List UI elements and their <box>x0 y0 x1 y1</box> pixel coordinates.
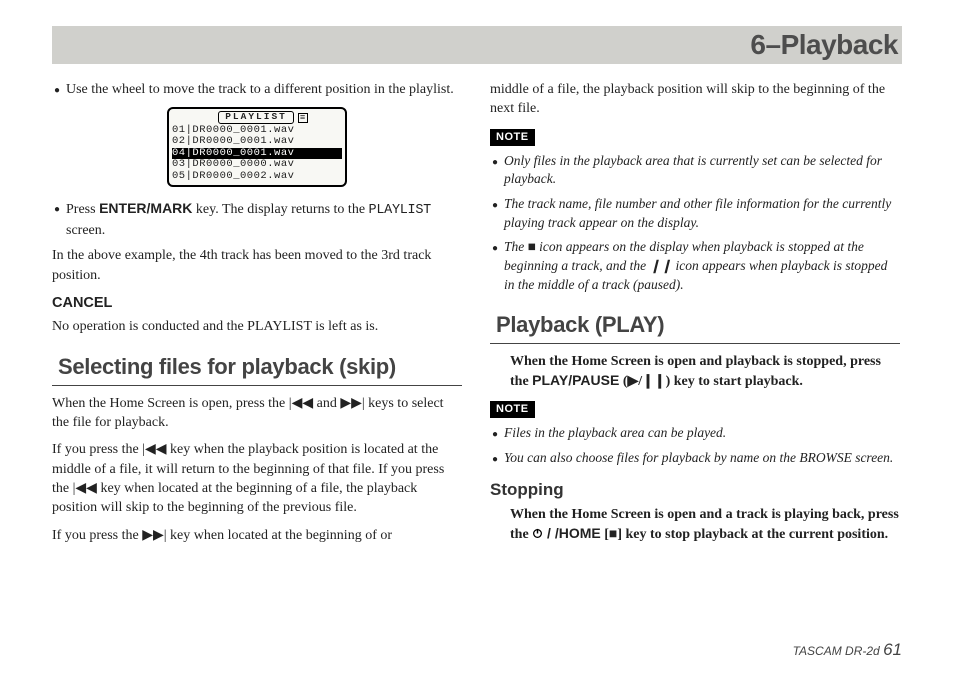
key-label: PLAY/PAUSE <box>532 372 619 388</box>
battery-icon: ≡ <box>298 113 308 123</box>
bullet-text: Press ENTER/MARK key. The display return… <box>66 199 462 240</box>
stop-icon: ■ <box>528 239 536 254</box>
note-item: ● You can also choose files for playback… <box>490 449 900 468</box>
note-item: ● Files in the playback area can be play… <box>490 424 900 443</box>
pause-icon: ❙❙ <box>649 258 672 273</box>
paragraph: No operation is conducted and the PLAYLI… <box>52 317 462 336</box>
intro-paragraph: When the Home Screen is open and a track… <box>490 505 900 545</box>
note-item: ● The ■ icon appears on the display when… <box>490 238 900 294</box>
paragraph: If you press the |◀◀ key when the playba… <box>52 440 462 517</box>
paragraph: If you press the ▶▶| key when located at… <box>52 526 462 545</box>
cancel-heading: CANCEL <box>52 293 462 313</box>
product-name: TASCAM DR-2d <box>793 644 880 658</box>
lcd-screenshot: PLAYLIST ≡ 01|DR0000_0001.wav02|DR0000_0… <box>52 107 462 187</box>
bullet-dot-icon: ● <box>52 80 66 99</box>
intro-paragraph: When the Home Screen is open and playbac… <box>490 352 900 392</box>
page-number: 61 <box>883 640 902 659</box>
page-footer: TASCAM DR-2d 61 <box>793 640 902 660</box>
page: 6–Playback ● Use the wheel to move the t… <box>0 0 954 553</box>
paragraph: In the above example, the 4th track has … <box>52 246 462 285</box>
key-label: /HOME <box>555 525 601 541</box>
lcd-row: 05|DR0000_0002.wav <box>172 171 342 183</box>
power-icon <box>532 528 543 539</box>
note-item: ● The track name, file number and other … <box>490 195 900 232</box>
lcd-title-row: PLAYLIST ≡ <box>172 111 342 123</box>
paragraph: middle of a file, the playback position … <box>490 80 900 119</box>
note-item: ● Only files in the playback area that i… <box>490 152 900 189</box>
lcd-screen: PLAYLIST ≡ 01|DR0000_0001.wav02|DR0000_0… <box>167 107 347 187</box>
bullet-dot-icon: ● <box>490 152 504 189</box>
chapter-title: 6–Playback <box>750 29 898 61</box>
bullet-dot-icon: ● <box>490 449 504 468</box>
bullet-dot-icon: ● <box>490 424 504 443</box>
paragraph: When the Home Screen is open, press the … <box>52 394 462 433</box>
bullet-dot-icon: ● <box>490 195 504 232</box>
left-column: ● Use the wheel to move the track to a d… <box>52 80 462 553</box>
bullet-item: ● Press ENTER/MARK key. The display retu… <box>52 199 462 240</box>
bullet-item: ● Use the wheel to move the track to a d… <box>52 80 462 99</box>
lcd-title: PLAYLIST <box>218 111 294 123</box>
section-heading: Selecting files for playback (skip) <box>52 350 462 385</box>
bullet-dot-icon: ● <box>52 199 66 240</box>
note-label: NOTE <box>490 401 535 418</box>
content-columns: ● Use the wheel to move the track to a d… <box>52 64 902 553</box>
chapter-header: 6–Playback <box>52 26 902 64</box>
section-heading: Playback (PLAY) <box>490 308 900 343</box>
note-label: NOTE <box>490 129 535 146</box>
right-column: middle of a file, the playback position … <box>490 80 900 553</box>
bullet-text: Use the wheel to move the track to a dif… <box>66 80 462 99</box>
screen-name: PLAYLIST <box>369 203 431 218</box>
key-label: ENTER/MARK <box>99 200 192 216</box>
bullet-dot-icon: ● <box>490 238 504 294</box>
sub-heading: Stopping <box>490 478 900 501</box>
